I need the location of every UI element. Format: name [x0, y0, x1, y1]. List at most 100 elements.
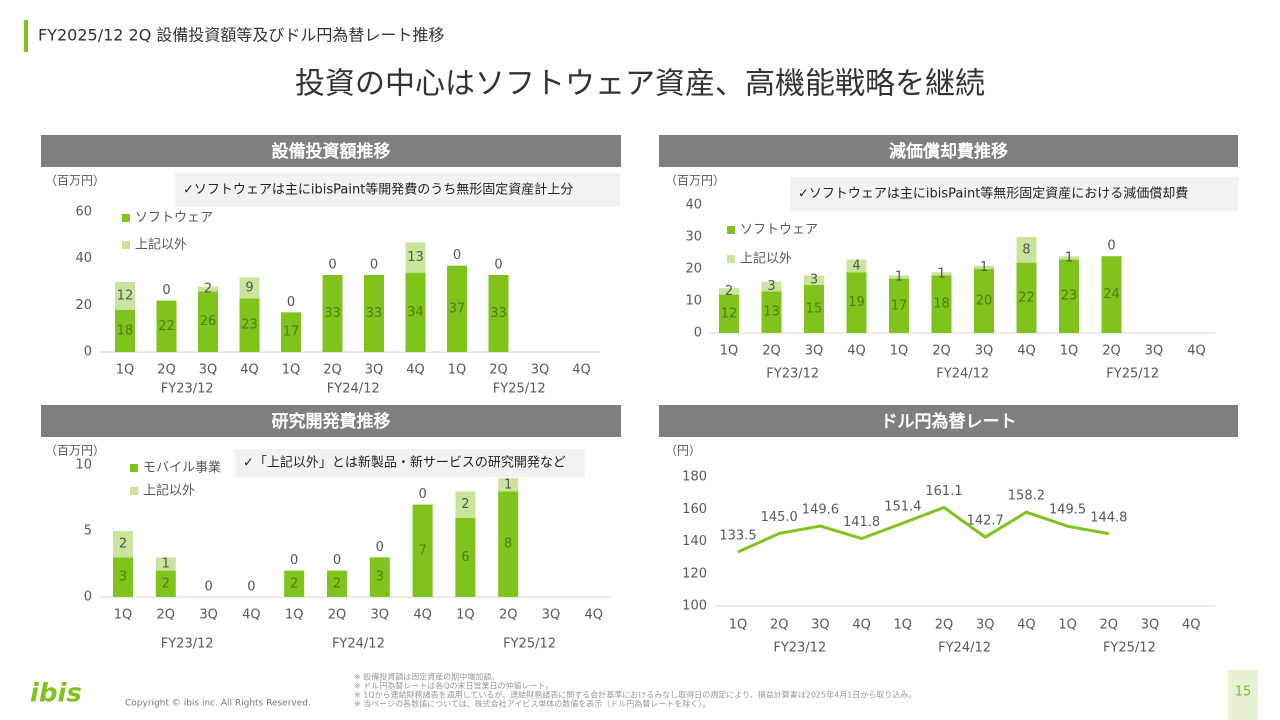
legend-swatch — [727, 226, 735, 234]
x-tick-label: 4Q — [240, 363, 259, 378]
x-tick-label: 2Q — [935, 618, 954, 633]
data-label: 1 — [937, 266, 945, 281]
data-label: 141.8 — [843, 515, 880, 530]
group-label: FY23/12 — [161, 382, 214, 397]
data-label: 133.5 — [719, 528, 756, 543]
data-label: 149.6 — [802, 503, 839, 518]
unit-label: （百万円） — [665, 174, 725, 188]
data-label: 1 — [162, 557, 170, 572]
bar-segment — [155, 570, 176, 597]
x-tick-label: 1Q — [729, 618, 748, 633]
data-label: 17 — [283, 325, 300, 340]
data-label: 9 — [245, 280, 253, 295]
x-tick-label: 4Q — [1182, 618, 1201, 633]
x-tick-label: 3Q — [199, 608, 218, 623]
bar-segment — [198, 286, 218, 292]
x-tick-label: 3Q — [805, 344, 824, 359]
panel-header — [659, 135, 1238, 167]
x-tick-label: 1Q — [890, 344, 909, 359]
bar-segment — [1059, 259, 1079, 333]
data-label: 0 — [376, 540, 384, 555]
data-label: 1 — [504, 477, 512, 492]
data-label: 0 — [333, 553, 341, 568]
data-label: 12 — [721, 306, 738, 321]
data-label: 0 — [1107, 239, 1115, 254]
data-label: 12 — [117, 289, 134, 304]
section-title: FY2025/12 2Q 設備投資額等及びドル円為替レート推移 — [38, 26, 444, 45]
y-tick-label: 5 — [84, 524, 92, 539]
group-label: FY25/12 — [493, 382, 546, 397]
panel-header — [659, 405, 1238, 437]
x-tick-label: 4Q — [413, 608, 432, 623]
data-label: 13 — [763, 305, 780, 320]
x-tick-label: 3Q — [371, 608, 390, 623]
data-label: 145.0 — [761, 510, 798, 525]
x-tick-label: 4Q — [585, 608, 604, 623]
legend-label: 上記以外 — [135, 237, 187, 253]
data-label: 26 — [200, 314, 217, 329]
data-label: 3 — [119, 570, 127, 585]
data-label: 0 — [204, 580, 212, 595]
x-tick-label: 2Q — [770, 618, 789, 633]
bar-segment — [322, 275, 343, 352]
data-label: 0 — [328, 258, 336, 273]
data-label: 1 — [895, 270, 903, 285]
footnote: ※ 当ページの各数値については、株式会社アイビス単体の数値を表示（ドル円為替レー… — [354, 699, 710, 709]
note-box — [235, 449, 585, 477]
x-tick-label: 4Q — [242, 608, 261, 623]
y-tick-label: 20 — [75, 298, 92, 313]
y-tick-label: 0 — [694, 326, 702, 341]
legend-swatch — [122, 241, 130, 249]
data-label: 2 — [119, 537, 127, 552]
page-box — [1228, 670, 1258, 720]
x-tick-label: 2Q — [932, 344, 951, 359]
bar-segment — [405, 272, 426, 352]
x-tick-label: 3Q — [975, 344, 994, 359]
x-tick-label: 1Q — [285, 608, 304, 623]
data-label: 4 — [852, 258, 860, 273]
y-tick-label: 10 — [75, 458, 92, 473]
data-label: 151.4 — [884, 500, 921, 515]
data-label: 33 — [324, 306, 341, 321]
data-label: 18 — [117, 324, 134, 339]
y-tick-label: 40 — [685, 198, 702, 213]
data-label: 2 — [204, 282, 212, 297]
group-label: FY25/12 — [1103, 641, 1156, 656]
bar-segment — [405, 242, 426, 273]
y-tick-label: 60 — [75, 205, 92, 220]
footnote: ※ ドル円為替レートは各Qの末日営業日の仲値レート。 — [354, 681, 553, 691]
x-tick-label: 4Q — [1187, 344, 1206, 359]
data-label: 2 — [333, 576, 341, 591]
data-label: 149.5 — [1049, 503, 1086, 518]
x-tick-label: 4Q — [1017, 344, 1036, 359]
data-label: 1 — [980, 260, 988, 275]
unit-label: （百万円） — [45, 174, 105, 188]
x-tick-label: 4Q — [572, 363, 591, 378]
bar-segment — [155, 557, 176, 571]
data-label: 8 — [1022, 242, 1030, 257]
bar-segment — [239, 277, 260, 299]
y-tick-label: 100 — [682, 599, 707, 614]
bar-segment — [974, 269, 994, 333]
bar-segment — [889, 278, 909, 333]
x-tick-label: 3Q — [542, 608, 561, 623]
y-tick-label: 20 — [685, 262, 702, 277]
data-label: 2 — [290, 576, 298, 591]
data-label: 2 — [162, 576, 170, 591]
footnote: ※ 設備投資額は固定資産の期中増加額。 — [354, 672, 499, 682]
x-tick-label: 1Q — [456, 608, 475, 623]
data-label: 3 — [810, 273, 818, 288]
data-label: 23 — [1061, 289, 1078, 304]
bar-segment — [327, 570, 347, 597]
slide-title: 投資の中心はソフトウェア資産、高機能戦略を継続 — [295, 67, 985, 102]
legend-swatch — [130, 464, 138, 472]
data-label: 7 — [418, 543, 426, 558]
x-tick-label: 3Q — [811, 618, 830, 633]
y-tick-label: 160 — [682, 502, 707, 517]
data-label: 0 — [453, 248, 461, 263]
bar-segment — [974, 265, 994, 269]
data-label: 2 — [725, 284, 733, 299]
x-tick-label: 1Q — [448, 363, 467, 378]
bar-segment — [719, 294, 739, 333]
